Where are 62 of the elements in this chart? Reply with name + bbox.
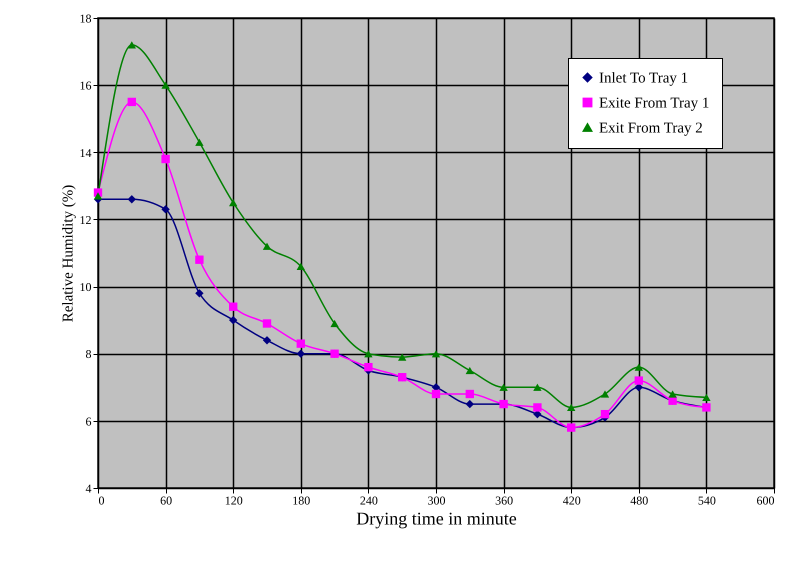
point xyxy=(533,384,542,391)
point xyxy=(533,403,542,412)
point xyxy=(499,384,508,391)
y-tick-label: 14 xyxy=(80,146,92,160)
point xyxy=(128,195,136,204)
point xyxy=(262,242,272,250)
point xyxy=(262,336,272,344)
point xyxy=(364,350,373,358)
y-tick-label: 8 xyxy=(86,347,92,362)
x-tick-label: 0 xyxy=(98,494,104,508)
legend-label: Exit From Tray 2 xyxy=(599,120,703,136)
point xyxy=(364,362,373,372)
y-tick-label: 12 xyxy=(80,212,92,227)
point xyxy=(634,376,643,385)
point xyxy=(128,41,136,48)
point xyxy=(128,98,136,106)
point xyxy=(600,410,610,418)
y-tick-label: 4 xyxy=(86,482,92,496)
point xyxy=(466,400,474,408)
x-axis-title: Drying time in minute xyxy=(356,508,517,528)
point xyxy=(600,390,610,398)
point xyxy=(262,319,272,328)
point xyxy=(296,262,305,270)
point xyxy=(229,302,238,311)
point xyxy=(195,256,204,264)
y-axis-title: Relative Humidity (%) xyxy=(60,184,76,322)
point xyxy=(567,404,576,412)
point xyxy=(94,192,102,200)
point xyxy=(195,138,204,146)
x-tick-label: 540 xyxy=(698,494,716,508)
x-tick-label: 600 xyxy=(756,494,774,508)
point xyxy=(229,316,238,324)
point xyxy=(668,390,677,398)
point xyxy=(466,366,474,374)
point xyxy=(330,320,339,328)
x-tick-label: 120 xyxy=(224,494,243,508)
x-tick-label: 180 xyxy=(292,494,310,508)
x-tick-label: 360 xyxy=(495,494,514,508)
point xyxy=(161,205,170,214)
point xyxy=(161,82,170,89)
point xyxy=(432,390,440,398)
point xyxy=(398,353,406,361)
legend-label: Exite From Tray 1 xyxy=(599,96,710,112)
x-tick-label: 480 xyxy=(630,494,648,508)
legend-label: Inlet To Tray 1 xyxy=(599,70,688,86)
point xyxy=(296,350,305,358)
x-tick-label: 420 xyxy=(562,494,581,508)
y-tick-label: 18 xyxy=(80,12,92,26)
point xyxy=(432,350,440,358)
x-tick-label: 240 xyxy=(360,494,378,508)
y-tick-label: 16 xyxy=(80,78,92,93)
point xyxy=(161,154,170,164)
x-tick-label: 300 xyxy=(428,494,446,508)
point xyxy=(195,289,204,298)
point xyxy=(466,390,474,398)
point xyxy=(296,339,305,348)
point xyxy=(634,364,643,371)
y-tick-label: 6 xyxy=(86,414,92,428)
y-tick-label: 10 xyxy=(80,280,92,294)
point xyxy=(702,394,711,401)
point xyxy=(229,199,238,206)
x-tick-label: 60 xyxy=(160,494,172,508)
